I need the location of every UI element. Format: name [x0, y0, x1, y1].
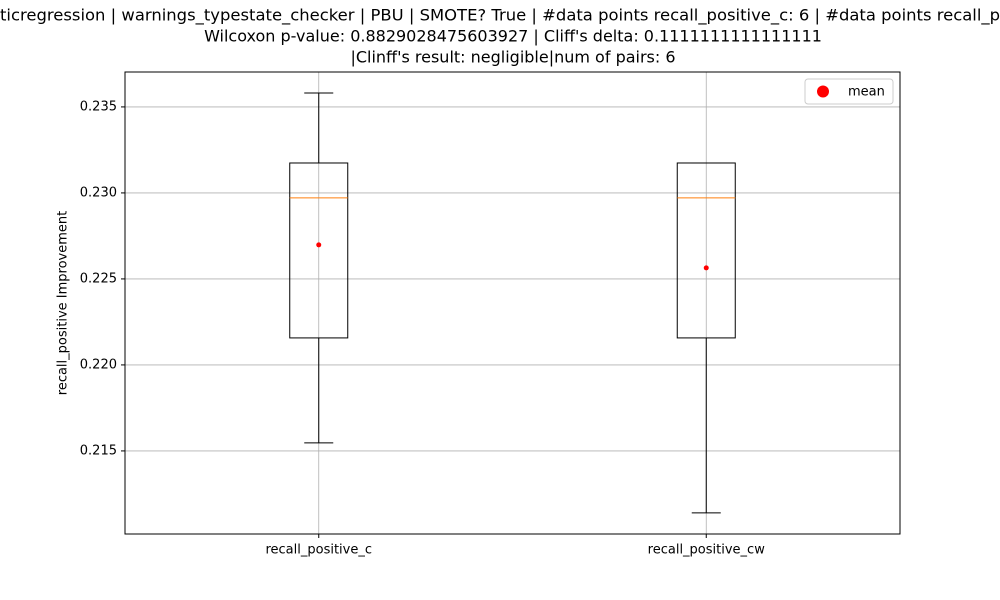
box	[289, 162, 349, 339]
x-tick-label: recall_positive_cw	[648, 543, 766, 558]
y-tick-label: 0.220	[80, 357, 117, 372]
mean-marker	[703, 265, 709, 271]
chart-title: ticregression | warnings_typestate_check…	[0, 6, 1000, 26]
mean-marker	[316, 242, 322, 248]
plot-frame	[124, 71, 901, 535]
y-tick-label: 0.215	[80, 443, 117, 458]
y-axis-label: recall_positive Improvement	[56, 211, 71, 395]
y-tick-label: 0.225	[80, 271, 117, 286]
legend	[804, 78, 894, 105]
legend-marker	[817, 85, 829, 98]
y-tick-label: 0.230	[80, 185, 117, 200]
legend-label: mean	[848, 85, 885, 100]
chart-title: |Clinff's result: negligible|num of pair…	[350, 48, 675, 67]
y-tick-label: 0.235	[80, 99, 117, 114]
chart-title: Wilcoxon p-value: 0.8829028475603927 | C…	[204, 27, 822, 46]
box	[676, 162, 736, 339]
x-tick-label: recall_positive_c	[265, 543, 372, 558]
